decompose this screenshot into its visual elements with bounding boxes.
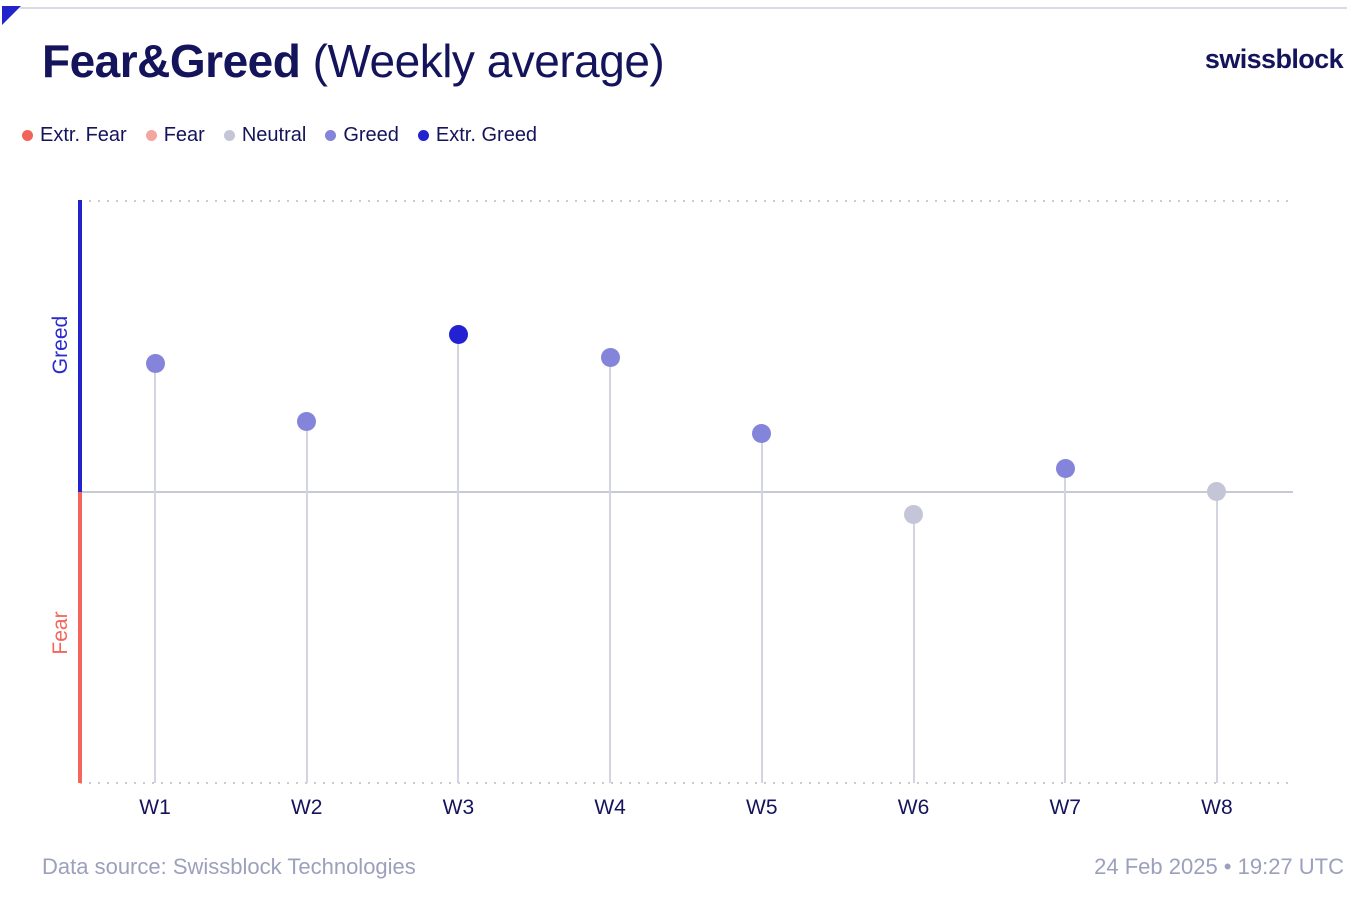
y-axis-label-fear: Fear (49, 611, 72, 655)
chart-point-W4 (600, 347, 620, 367)
x-axis-label-W8: W8 (1201, 796, 1233, 819)
stem-W2 (305, 421, 308, 783)
page-title: Fear&Greed (Weekly average) (42, 34, 665, 88)
data-source-note: Data source: Swissblock Technologies (42, 854, 416, 879)
page-title-main: Fear&Greed (42, 35, 301, 87)
y-axis-fear-segment (78, 492, 82, 783)
chart-point-W6 (904, 505, 923, 525)
gridline-50 (80, 491, 1293, 493)
page-title-suffix: (Weekly average) (300, 35, 665, 87)
legend-label: Extr. Fear (40, 124, 127, 146)
legend-item-neutral: Neutral (223, 124, 307, 147)
stem-W3 (457, 334, 460, 783)
stem-W6 (912, 514, 915, 783)
legend-label: Extr. Greed (435, 124, 538, 146)
legend-item-extr-greed: Extr. Greed (417, 124, 538, 147)
timestamp: 24 Feb 2025 • 19:27 UTC (1094, 854, 1344, 879)
legend-dot-icon (417, 130, 429, 141)
chart-point-W8 (1207, 482, 1227, 501)
legend-label: Neutral (241, 124, 307, 146)
legend-item-fear: Fear (145, 124, 205, 147)
legend-dot-icon (325, 130, 337, 141)
x-axis-label-W2: W2 (290, 796, 323, 819)
gridline-0 (80, 782, 1288, 784)
stem-W8 (1215, 491, 1218, 783)
legend-label: Fear (163, 124, 205, 146)
corner-triangle-icon (2, 6, 21, 25)
legend-label: Greed (343, 124, 399, 146)
chart-point-W1 (145, 353, 165, 373)
legend-item-greed: Greed (325, 124, 399, 147)
chart-point-W3 (448, 324, 468, 344)
x-axis-label-W6: W6 (897, 796, 930, 819)
chart-legend: Extr. Fear Fear Neutral Greed Extr. Greed (22, 124, 537, 147)
y-axis-greed-segment (78, 200, 82, 492)
x-axis-label-W7: W7 (1049, 796, 1081, 819)
x-axis-label-W4: W4 (594, 796, 626, 819)
legend-dot-icon (22, 130, 33, 141)
y-axis-label-greed: Greed (49, 315, 72, 375)
brand-logo: swissblock (1204, 44, 1344, 74)
stem-W1 (154, 363, 156, 783)
legend-item-extr-fear: Extr. Fear (22, 124, 127, 147)
stem-W5 (760, 433, 763, 783)
x-axis-label-W3: W3 (442, 796, 475, 819)
chart-point-W5 (752, 423, 772, 443)
chart-point-W2 (297, 412, 317, 432)
x-axis-label-W5: W5 (746, 796, 778, 819)
legend-dot-icon (145, 130, 157, 141)
stem-W4 (609, 357, 612, 783)
gridline-100 (80, 200, 1288, 202)
stem-W7 (1064, 468, 1067, 783)
legend-dot-icon (223, 130, 235, 141)
chart-point-W7 (1055, 458, 1075, 478)
top-divider (20, 7, 1347, 9)
x-axis-label-W1: W1 (139, 796, 171, 819)
